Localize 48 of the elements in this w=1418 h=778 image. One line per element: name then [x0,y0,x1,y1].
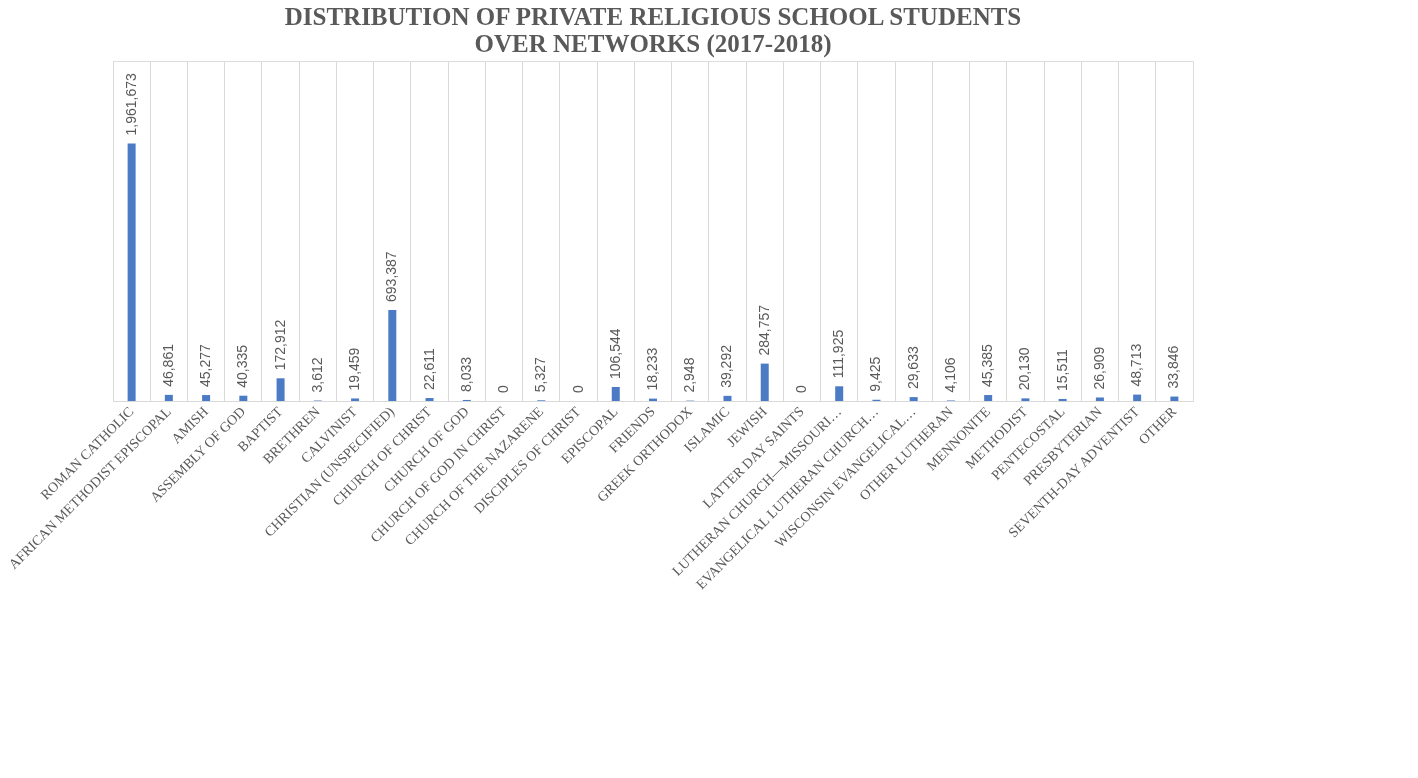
data-label: 15,511 [1053,348,1070,391]
data-label: 5,327 [532,357,549,393]
bar [202,395,211,401]
data-label: 48,713 [1128,343,1145,387]
data-label: 26,909 [1090,346,1107,390]
data-label: 19,459 [346,347,363,391]
bar [425,398,434,401]
data-label: 22,611 [420,348,437,391]
bar [388,309,397,401]
bar [984,395,993,401]
data-label: 45,385 [979,344,996,388]
data-label: 3,612 [308,357,325,393]
bar [239,395,248,401]
data-label: 8,033 [457,356,474,392]
bar [127,143,136,401]
data-label: 0 [569,385,586,393]
data-label: 172,912 [271,319,288,371]
data-label: 29,633 [904,346,921,390]
data-label: 2,948 [681,357,698,393]
data-label: 1,961,673 [122,72,139,136]
chart-title: DISTRIBUTION OF PRIVATE RELIGIOUS SCHOOL STUDENTS OVER NETWORKS (2017-2018) [284,3,1022,58]
data-label: 0 [792,385,809,393]
data-label: 693,387 [383,251,400,302]
bar [1095,397,1104,401]
data-label: 9,425 [867,356,884,392]
bar [164,394,173,401]
bar [611,387,620,401]
data-label: 4,106 [941,357,958,393]
data-label: 40,335 [234,344,251,388]
data-label: 111,925 [830,329,847,379]
data-label: 284,757 [755,304,772,356]
data-label: 39,292 [718,344,735,388]
data-label: 33,846 [1165,345,1182,389]
bar [760,363,769,401]
bar [909,397,918,401]
data-label: 18,233 [644,347,660,391]
bar [723,395,732,401]
data-label: 46,861 [159,343,176,387]
bar [835,386,844,401]
data-label: 20,130 [1016,347,1033,391]
bar [276,378,285,401]
data-label: 45,277 [197,344,214,388]
bar [1058,398,1067,401]
data-label: 106,544 [606,328,623,380]
bar [1133,394,1142,401]
bar [351,398,360,401]
bar [1021,398,1030,401]
data-label: 0 [495,385,512,393]
